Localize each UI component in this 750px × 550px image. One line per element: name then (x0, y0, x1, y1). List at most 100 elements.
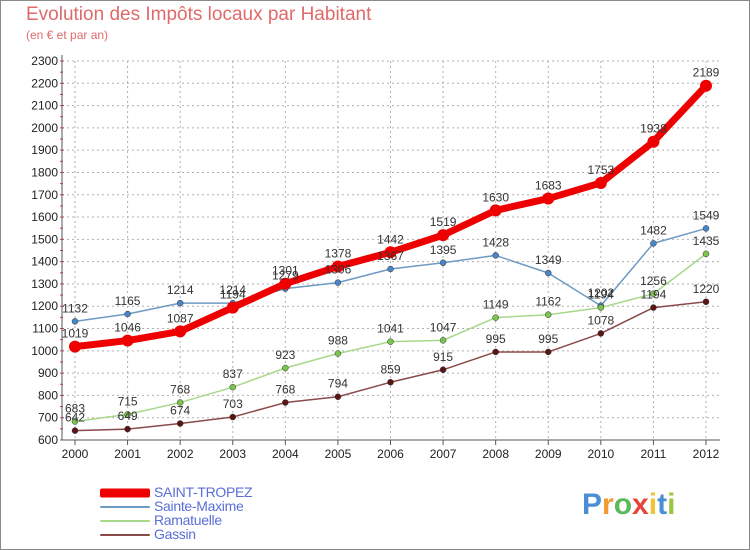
x-tick-label: 2001 (114, 447, 141, 461)
point-gassin (387, 379, 394, 386)
data-label-ramatuelle: 1149 (483, 298, 509, 312)
legend-swatch-ramatuelle (100, 520, 150, 522)
point-saint-tropez (489, 204, 502, 217)
x-tick-label: 2002 (167, 447, 194, 461)
y-tick-label: 1700 (31, 188, 58, 202)
grid (62, 60, 720, 440)
x-tick-label: 2000 (62, 447, 89, 461)
y-tick-label: 800 (38, 388, 58, 402)
y-tick-label: 1600 (31, 210, 58, 224)
data-label-sainte-maxime: 1395 (430, 243, 457, 257)
y-tick-label: 700 (38, 411, 58, 425)
point-saint-tropez (174, 325, 187, 338)
point-saint-tropez (226, 301, 239, 314)
x-tick-label: 2003 (219, 447, 246, 461)
data-label-gassin: 1194 (641, 288, 667, 302)
point-gassin (492, 348, 499, 356)
point-sainte-maxime (545, 269, 552, 277)
x-tick-label: 2005 (325, 447, 352, 461)
data-label-sainte-maxime: 1132 (62, 301, 88, 315)
data-label-saint-tropez: 1938 (640, 122, 667, 136)
point-gassin (282, 399, 289, 406)
point-sainte-maxime (702, 225, 710, 232)
axes: 600 700 800 900 1000 1100 1200 1300 1400 1500 1600… (31, 54, 720, 461)
point-saint-tropez (384, 246, 397, 259)
point-saint-tropez (700, 79, 712, 92)
y-tick-label: 2100 (31, 99, 58, 113)
point-saint-tropez (279, 277, 292, 290)
data-label-sainte-maxime: 1482 (640, 223, 667, 237)
data-label-sainte-maxime: 1549 (693, 208, 720, 222)
y-tick-label: 2300 (31, 54, 58, 68)
point-saint-tropez (594, 176, 607, 189)
point-sainte-maxime (492, 252, 499, 259)
point-saint-tropez (69, 340, 81, 353)
point-ramatuelle (702, 250, 710, 258)
point-sainte-maxime (124, 310, 131, 318)
data-label-sainte-maxime: 1165 (115, 294, 141, 308)
data-label-ramatuelle: 988 (328, 333, 348, 347)
data-label-gassin: 915 (433, 350, 453, 364)
x-tick-label: 2012 (693, 447, 720, 461)
data-label-sainte-maxime: 1306 (325, 263, 352, 277)
logo-letter: P (582, 488, 603, 521)
point-saint-tropez (121, 334, 134, 347)
x-tick-label: 2009 (535, 447, 562, 461)
data-label-gassin: 995 (538, 332, 558, 346)
chart-subtitle: (en € et par an) (26, 28, 109, 42)
y-tick-label: 2000 (31, 121, 58, 135)
data-label-ramatuelle: 683 (65, 401, 85, 415)
data-label-sainte-maxime: 1214 (219, 283, 246, 297)
data-label-saint-tropez: 1087 (167, 311, 194, 325)
proxiti-logo: Proxiti (582, 488, 675, 522)
y-tick-label: 1000 (31, 344, 58, 358)
data-label-ramatuelle: 1041 (377, 322, 404, 336)
point-ramatuelle (597, 304, 605, 311)
data-label-gassin: 995 (486, 332, 506, 346)
logo-letter: i (648, 488, 658, 521)
data-label-gassin: 703 (223, 397, 243, 411)
chart-title: Evolution des Impôts locaux par Habitant (26, 4, 372, 25)
y-tick-label: 1900 (31, 143, 58, 157)
data-labels: 1132 1165 1214 1214 1279 1306 1367 1395 1428 1349… (62, 66, 720, 425)
data-label-gassin: 1220 (693, 282, 720, 296)
data-label-saint-tropez: 1378 (325, 247, 352, 261)
logo-letter: r (602, 488, 614, 521)
data-label-gassin: 794 (328, 377, 348, 391)
y-tick-label: 1300 (31, 277, 58, 291)
point-gassin (650, 304, 657, 311)
data-label-sainte-maxime: 1367 (377, 249, 404, 263)
y-tick-label: 1400 (31, 255, 58, 269)
data-label-ramatuelle: 837 (223, 367, 243, 381)
point-gassin (439, 366, 447, 374)
data-label-gassin: 768 (275, 383, 295, 397)
logo-letter: t (657, 488, 668, 521)
data-label-saint-tropez: 1630 (482, 190, 509, 204)
point-ramatuelle (124, 411, 131, 418)
legend-label-ramatuelle: Ramatuelle (154, 512, 222, 528)
legend-swatch-saint-tropez (100, 488, 150, 498)
legend-label-sainte-maxime: Sainte-Maxime (154, 498, 244, 514)
x-tick-label: 2011 (641, 447, 667, 461)
x-tick-label: 2008 (482, 447, 509, 461)
point-ramatuelle (545, 311, 552, 318)
logo-letter: o (613, 488, 633, 521)
data-label-ramatuelle: 923 (275, 348, 295, 362)
y-tick-label: 1800 (31, 165, 58, 179)
data-label-ramatuelle: 1047 (430, 320, 457, 334)
point-sainte-maxime (387, 265, 394, 273)
data-label-gassin: 649 (118, 409, 138, 423)
data-label-ramatuelle: 715 (118, 394, 138, 408)
point-saint-tropez (331, 260, 344, 273)
point-sainte-maxime (439, 259, 447, 267)
point-ramatuelle (439, 337, 447, 344)
data-label-gassin: 674 (170, 404, 190, 418)
point-saint-tropez (437, 229, 450, 242)
point-ramatuelle (282, 364, 289, 372)
data-label-saint-tropez: 1019 (62, 327, 89, 341)
data-label-saint-tropez: 2189 (693, 66, 720, 80)
data-label-sainte-maxime: 1214 (167, 283, 194, 297)
point-ramatuelle (334, 350, 342, 357)
data-label-saint-tropez: 1519 (430, 215, 457, 229)
x-tick-label: 2010 (587, 447, 614, 461)
